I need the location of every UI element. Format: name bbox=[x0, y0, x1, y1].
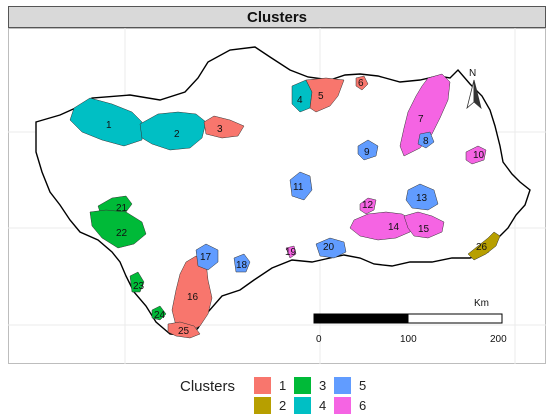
region-label-20: 20 bbox=[323, 242, 335, 253]
region-label-10: 10 bbox=[473, 150, 485, 161]
legend-title: Clusters bbox=[180, 378, 236, 395]
region-label-13: 13 bbox=[416, 193, 428, 204]
legend-item-2: 2 bbox=[254, 397, 286, 414]
region-label-17: 17 bbox=[200, 252, 212, 263]
region-18 bbox=[233, 253, 251, 273]
region-label-24: 24 bbox=[154, 310, 166, 321]
region-label-11: 11 bbox=[293, 182, 304, 193]
legend-swatch-4 bbox=[294, 397, 311, 414]
region-26 bbox=[467, 231, 501, 261]
cluster-regions bbox=[69, 73, 501, 339]
region-6 bbox=[355, 75, 369, 91]
region-label-2: 2 bbox=[174, 129, 180, 140]
region-20 bbox=[315, 237, 347, 259]
legend-item-1: 1 bbox=[254, 377, 286, 394]
region-label-26: 26 bbox=[476, 242, 488, 253]
legend-label-6: 6 bbox=[359, 398, 367, 413]
region-label-1: 1 bbox=[106, 120, 112, 131]
legend-label-4: 4 bbox=[319, 398, 327, 413]
legend-label-2: 2 bbox=[279, 398, 287, 413]
region-label-18: 18 bbox=[236, 260, 248, 271]
scale-tick-200: 200 bbox=[490, 334, 507, 345]
legend-item-5: 5 bbox=[334, 377, 366, 394]
region-label-12: 12 bbox=[362, 200, 374, 211]
north-label: N bbox=[469, 68, 476, 79]
legend-label-1: 1 bbox=[279, 378, 287, 393]
region-label-19: 19 bbox=[285, 247, 297, 258]
legend-swatch-3 bbox=[294, 377, 311, 394]
region-label-25: 25 bbox=[178, 326, 190, 337]
region-24 bbox=[151, 305, 167, 321]
region-2 bbox=[139, 111, 207, 151]
region-17 bbox=[195, 243, 219, 271]
legend-item-3: 3 bbox=[294, 377, 326, 394]
region-19 bbox=[285, 245, 297, 259]
legend-swatch-2 bbox=[254, 397, 271, 414]
region-label-8: 8 bbox=[423, 136, 429, 147]
region-label-3: 3 bbox=[217, 124, 223, 135]
cluster-legend: Clusters 1 2 3 4 5 6 bbox=[180, 370, 470, 418]
region-label-9: 9 bbox=[364, 147, 370, 158]
region-labels: 1 2 3 4 5 6 7 8 9 10 11 12 13 14 15 16 1… bbox=[106, 78, 488, 337]
region-label-14: 14 bbox=[388, 222, 400, 233]
region-25 bbox=[167, 321, 201, 339]
region-label-22: 22 bbox=[116, 228, 128, 239]
legend-swatch-5 bbox=[334, 377, 351, 394]
region-label-4: 4 bbox=[297, 95, 303, 106]
scale-bar: Km 0 100 200 bbox=[313, 298, 507, 345]
legend-label-5: 5 bbox=[359, 378, 367, 393]
region-label-21: 21 bbox=[116, 203, 128, 214]
north-arrow: N bbox=[466, 68, 482, 110]
region-label-15: 15 bbox=[418, 224, 430, 235]
legend-swatch-6 bbox=[334, 397, 351, 414]
scale-tick-0: 0 bbox=[316, 334, 322, 345]
region-13 bbox=[405, 183, 439, 211]
region-22 bbox=[89, 209, 147, 249]
region-8 bbox=[417, 131, 435, 149]
region-12 bbox=[359, 197, 377, 215]
region-7 bbox=[399, 73, 451, 157]
region-label-23: 23 bbox=[133, 281, 145, 292]
legend-label-3: 3 bbox=[319, 378, 327, 393]
andalusia-outline bbox=[35, 46, 531, 337]
region-5 bbox=[305, 77, 345, 113]
legend-item-4: 4 bbox=[294, 397, 326, 414]
region-10 bbox=[465, 145, 487, 165]
scale-tick-100: 100 bbox=[400, 334, 417, 345]
legend-item-6: 6 bbox=[334, 397, 366, 414]
map-title-bar: Clusters bbox=[8, 6, 546, 28]
region-23 bbox=[129, 271, 145, 293]
legend-swatch-1 bbox=[254, 377, 271, 394]
region-14 bbox=[349, 211, 413, 241]
region-9 bbox=[357, 139, 379, 161]
region-label-5: 5 bbox=[318, 91, 324, 102]
region-label-7: 7 bbox=[418, 114, 424, 125]
scale-unit: Km bbox=[474, 298, 489, 309]
region-11 bbox=[289, 171, 313, 201]
region-15 bbox=[403, 211, 445, 239]
region-1 bbox=[69, 97, 143, 147]
region-label-6: 6 bbox=[358, 78, 364, 89]
map-title: Clusters bbox=[246, 8, 308, 26]
region-label-16: 16 bbox=[187, 292, 199, 303]
region-3 bbox=[203, 115, 245, 139]
